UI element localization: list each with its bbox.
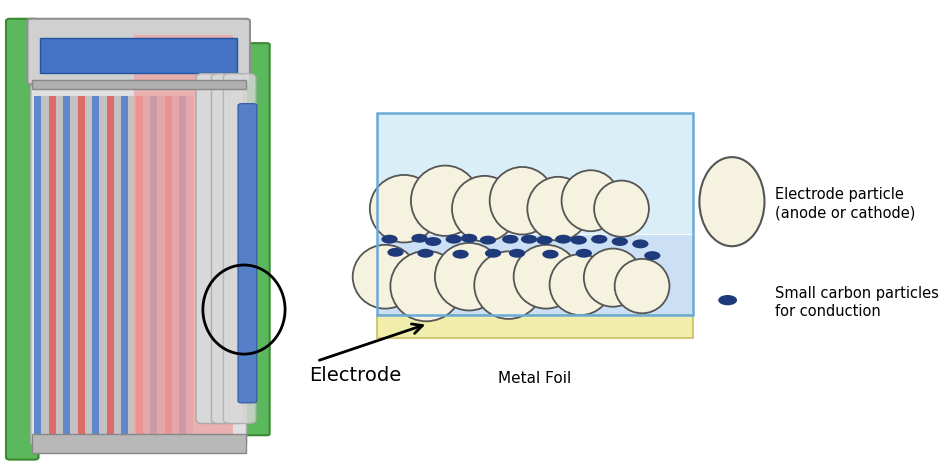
Bar <box>376 234 694 315</box>
Circle shape <box>537 236 553 245</box>
Bar <box>186 96 194 439</box>
Circle shape <box>612 237 628 246</box>
Circle shape <box>555 235 572 244</box>
Bar <box>85 96 92 439</box>
Circle shape <box>425 237 442 246</box>
Bar <box>92 96 100 439</box>
Circle shape <box>542 250 559 259</box>
Circle shape <box>718 295 737 305</box>
Ellipse shape <box>352 245 418 309</box>
Circle shape <box>521 235 537 244</box>
Bar <box>64 96 70 439</box>
Ellipse shape <box>594 181 649 237</box>
Text: Electrode: Electrode <box>309 366 402 385</box>
Bar <box>376 113 694 315</box>
Circle shape <box>381 235 398 244</box>
Ellipse shape <box>489 167 555 234</box>
Circle shape <box>591 235 607 244</box>
Circle shape <box>452 250 468 259</box>
Ellipse shape <box>561 170 619 231</box>
Ellipse shape <box>452 176 517 242</box>
Ellipse shape <box>514 245 579 309</box>
Circle shape <box>632 240 649 249</box>
Ellipse shape <box>435 243 504 310</box>
Bar <box>134 35 233 448</box>
Bar <box>34 96 42 439</box>
Bar <box>48 96 56 439</box>
FancyBboxPatch shape <box>223 74 256 424</box>
FancyBboxPatch shape <box>212 74 244 424</box>
Bar <box>42 96 48 439</box>
Bar <box>128 96 136 439</box>
Bar <box>172 96 179 439</box>
Circle shape <box>576 249 592 258</box>
Bar <box>179 96 186 439</box>
Bar <box>106 96 114 439</box>
Bar <box>376 113 694 234</box>
Ellipse shape <box>550 254 611 315</box>
Bar <box>150 96 158 439</box>
Ellipse shape <box>699 157 765 246</box>
Circle shape <box>503 235 519 244</box>
Ellipse shape <box>370 175 438 242</box>
Circle shape <box>571 236 587 245</box>
Bar <box>40 38 238 73</box>
Bar <box>158 96 164 439</box>
FancyBboxPatch shape <box>238 104 256 403</box>
Bar <box>31 80 246 89</box>
Bar <box>78 96 85 439</box>
Text: Small carbon particles: Small carbon particles <box>775 286 939 301</box>
Text: for conduction: for conduction <box>775 304 881 319</box>
Circle shape <box>461 234 477 243</box>
Circle shape <box>644 251 660 260</box>
Bar <box>70 96 78 439</box>
Ellipse shape <box>411 166 480 236</box>
Text: Metal Foil: Metal Foil <box>499 371 572 386</box>
FancyBboxPatch shape <box>30 81 247 444</box>
FancyBboxPatch shape <box>196 74 229 424</box>
Bar <box>31 434 246 453</box>
FancyBboxPatch shape <box>240 43 270 435</box>
Circle shape <box>446 235 462 244</box>
Ellipse shape <box>527 177 589 241</box>
Text: Electrode particle: Electrode particle <box>775 187 903 202</box>
Bar <box>121 96 128 439</box>
Circle shape <box>509 249 525 258</box>
FancyBboxPatch shape <box>28 19 250 84</box>
Bar <box>56 96 64 439</box>
Bar <box>376 315 694 338</box>
Text: (anode or cathode): (anode or cathode) <box>775 206 915 221</box>
Ellipse shape <box>390 251 463 321</box>
Ellipse shape <box>615 259 670 313</box>
Ellipse shape <box>584 249 642 307</box>
Circle shape <box>388 248 404 257</box>
Circle shape <box>417 249 433 258</box>
Bar <box>164 96 172 439</box>
Circle shape <box>480 236 496 245</box>
Ellipse shape <box>474 251 542 319</box>
Bar <box>100 96 106 439</box>
Circle shape <box>484 249 502 258</box>
Bar <box>114 96 121 439</box>
Bar <box>142 96 150 439</box>
FancyBboxPatch shape <box>6 19 39 460</box>
Bar <box>136 96 142 439</box>
Circle shape <box>411 234 428 243</box>
